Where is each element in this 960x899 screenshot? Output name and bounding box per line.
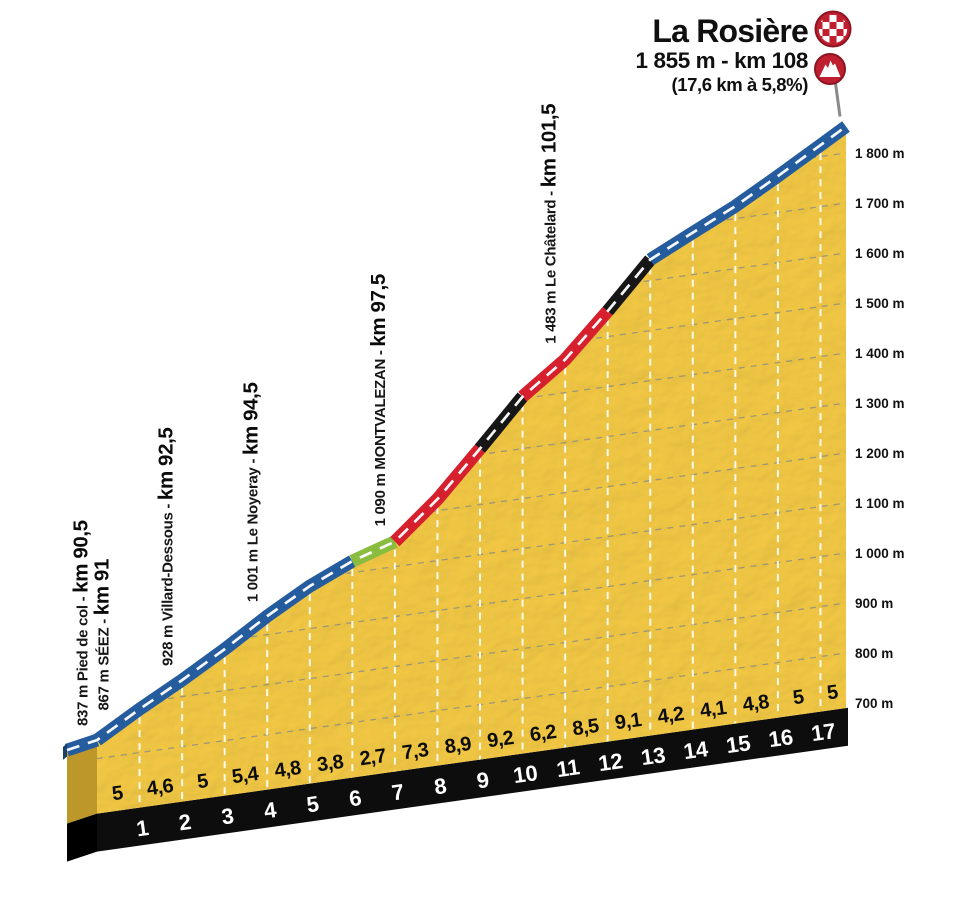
- svg-text:5: 5: [792, 686, 806, 709]
- waypoint-label: 928 m Villard-Dessous - km 92,5: [154, 428, 177, 666]
- svg-text:16: 16: [767, 724, 795, 752]
- svg-text:1 100 m: 1 100 m: [855, 496, 905, 511]
- km-gridlines: [138, 153, 822, 808]
- svg-text:17: 17: [810, 718, 838, 746]
- svg-text:1 700 m: 1 700 m: [855, 196, 905, 211]
- svg-text:700 m: 700 m: [855, 696, 893, 711]
- svg-text:9,2: 9,2: [486, 727, 515, 752]
- svg-text:5,4: 5,4: [231, 763, 261, 789]
- waypoint-label: 1 090 m MONTVALEZAN - km 97,5: [367, 274, 390, 526]
- summit-elevation-km: 1 855 m - km 108: [635, 48, 809, 74]
- svg-text:2: 2: [177, 809, 193, 835]
- mountain-summit-icon: [814, 53, 846, 85]
- svg-text:12: 12: [597, 748, 625, 776]
- svg-text:1 600 m: 1 600 m: [855, 246, 905, 261]
- svg-text:1 800 m: 1 800 m: [855, 146, 905, 161]
- mountain-side-face: [67, 740, 97, 824]
- svg-text:1: 1: [135, 815, 151, 841]
- svg-text:1 300 m: 1 300 m: [855, 396, 905, 411]
- km-tick-labels: 1 2 3 4 5 6 7 8 9 10 11 12 13 14 15 16 17: [135, 718, 838, 841]
- waypoint-label: 837 m Pied de col - km 90,5: [69, 520, 92, 726]
- svg-text:4: 4: [262, 797, 278, 824]
- svg-text:4,6: 4,6: [145, 775, 174, 800]
- svg-text:3: 3: [220, 803, 236, 829]
- gradient-labels: 5 4,6 5 5,4 4,8 3,8 2,7 7,3 8,9 9,2 6,2 8,5 9,1 4,2 4,…: [111, 681, 840, 805]
- waypoint-label: 1 483 m Le Châtelard - km 101,5: [537, 104, 560, 344]
- svg-text:8,5: 8,5: [571, 715, 600, 740]
- svg-text:9,1: 9,1: [614, 709, 643, 734]
- summit-flag: [814, 10, 852, 117]
- svg-text:4,8: 4,8: [273, 757, 302, 782]
- svg-text:8,9: 8,9: [443, 733, 472, 758]
- svg-text:4,8: 4,8: [741, 691, 770, 716]
- svg-text:5: 5: [111, 782, 125, 805]
- svg-text:4,2: 4,2: [656, 703, 685, 728]
- base-band: [67, 707, 848, 862]
- svg-text:11: 11: [555, 754, 582, 782]
- waypoint-label: 867 m SÉEZ - km 91: [91, 559, 114, 710]
- svg-text:9: 9: [475, 767, 491, 793]
- checkered-finish-icon: [814, 10, 852, 48]
- svg-text:1 000 m: 1 000 m: [855, 546, 905, 561]
- summit-name: La Rosière: [652, 13, 808, 49]
- svg-text:4,1: 4,1: [699, 697, 728, 722]
- svg-text:15: 15: [724, 730, 752, 758]
- svg-text:2,7: 2,7: [358, 745, 387, 770]
- svg-text:1 500 m: 1 500 m: [855, 296, 905, 311]
- svg-text:5: 5: [196, 770, 210, 793]
- svg-text:800 m: 800 m: [855, 646, 893, 661]
- svg-text:6: 6: [347, 785, 363, 811]
- svg-text:3,8: 3,8: [316, 751, 345, 776]
- road-band: [63, 121, 850, 760]
- svg-text:13: 13: [639, 742, 667, 770]
- elevation-axis-labels: 1 800 m 1 700 m 1 600 m 1 500 m 1 400 m 1 300…: [855, 146, 905, 711]
- svg-text:1 200 m: 1 200 m: [855, 446, 905, 461]
- waypoint-label: 1 001 m Le Noyeray - km 94,5: [240, 383, 263, 603]
- svg-text:900 m: 900 m: [855, 596, 893, 611]
- road-end-face: [63, 743, 67, 760]
- svg-text:5: 5: [305, 791, 321, 817]
- svg-text:7: 7: [390, 779, 406, 805]
- svg-text:1 400 m: 1 400 m: [855, 346, 905, 361]
- svg-text:14: 14: [682, 736, 710, 764]
- svg-text:6,2: 6,2: [528, 721, 557, 746]
- svg-text:5: 5: [826, 681, 840, 704]
- svg-text:7,3: 7,3: [401, 739, 430, 764]
- road-centerline: [66, 125, 847, 752]
- summit-title-block: La Rosière 1 855 m - km 108 (17,6 km à 5…: [536, 13, 809, 95]
- climb-length-gradient: (17,6 km à 5,8%): [671, 73, 808, 95]
- svg-text:8: 8: [433, 773, 449, 799]
- svg-text:10: 10: [512, 760, 540, 788]
